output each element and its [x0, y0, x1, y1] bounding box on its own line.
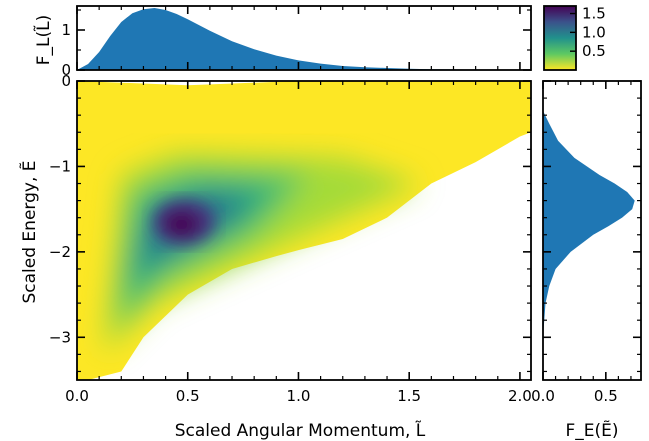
colorbar-ticks: 1.51.00.5 — [570, 5, 606, 60]
top-y-tick-label: 0 — [61, 61, 71, 79]
right-marginal-panel: 0.0 0.5 F_E(Ẽ) — [531, 80, 642, 441]
colorbar-gradient — [543, 5, 577, 71]
main-x-tick-label: 1.5 — [397, 387, 421, 405]
top-y-axis-label: F_L(L̃) — [33, 15, 54, 66]
main-x-tick-label: 2.0 — [508, 387, 532, 405]
colorbar-tick-label: 0.5 — [582, 42, 606, 60]
main-x-tick-label: 1.0 — [287, 387, 311, 405]
right-x-ticks: 0.0 0.5 — [531, 81, 632, 405]
main-x-tick-label: 0.5 — [176, 387, 200, 405]
top-axes-frame — [76, 5, 532, 71]
right-x-tick-label: 0.0 — [531, 387, 555, 405]
main-y-ticks: 0 −1 −2 −3 — [49, 72, 531, 373]
main-y-axis-label: Scaled Energy, Ẽ — [18, 161, 40, 304]
main-y-tick-label: −1 — [49, 157, 71, 175]
top-y-ticks: 01 — [61, 9, 531, 79]
main-x-tick-label: 0.0 — [65, 387, 89, 405]
main-x-axis-label: Scaled Angular Momentum, L̃ — [175, 420, 426, 441]
top-x-ticks — [76, 6, 521, 70]
right-axes-frame — [542, 80, 642, 381]
main-y-tick-label: −2 — [49, 243, 71, 261]
top-marginal-area — [77, 8, 520, 70]
top-marginal-panel: 01 F_L(L̃) — [33, 5, 532, 79]
density-peak-core — [163, 210, 200, 237]
right-marginal-area — [543, 110, 635, 381]
main-y-tick-label: 0 — [61, 72, 71, 90]
main-axes-frame — [76, 80, 532, 381]
right-x-tick-label: 0.5 — [594, 387, 618, 405]
main-x-ticks: 0.0 0.5 1.0 1.5 2.0 — [65, 81, 532, 405]
main-y-tick-label: −3 — [49, 328, 71, 346]
heatmap-density-layers — [103, 153, 421, 355]
colorbar-tick-label: 1.0 — [582, 23, 606, 41]
colorbar: 1.51.00.5 — [543, 5, 606, 71]
top-y-tick-label: 1 — [61, 21, 71, 39]
main-heatmap-panel: 0.0 0.5 1.0 1.5 2.0 0 −1 −2 −3 Scaled Angular M… — [18, 72, 532, 441]
colorbar-tick-label: 1.5 — [582, 5, 606, 23]
right-y-ticks — [543, 80, 641, 373]
right-x-axis-label: F_E(Ẽ) — [565, 419, 618, 441]
